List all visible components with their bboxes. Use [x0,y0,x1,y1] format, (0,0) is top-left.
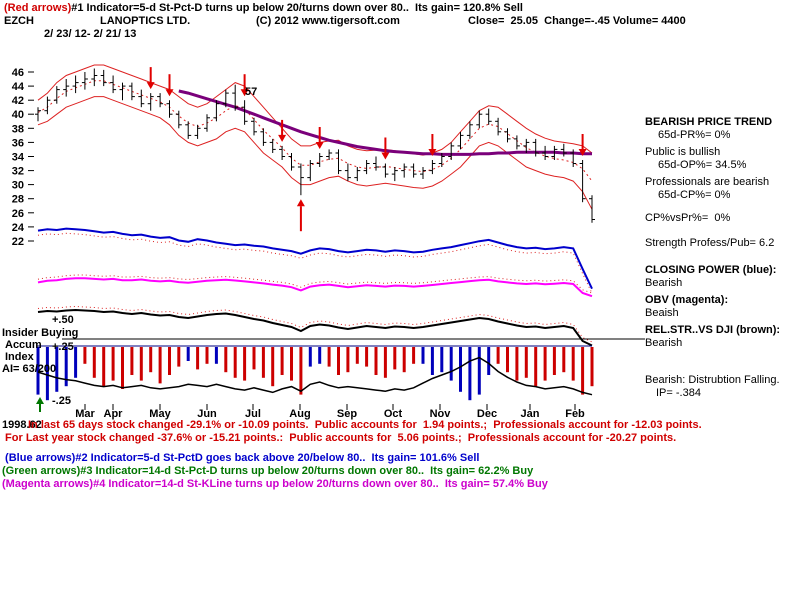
quote-summary: Close= 25.05 Change=-.45 Volume= 4400 [468,15,686,27]
svg-text:44: 44 [12,81,25,93]
svg-text:Feb: Feb [565,408,585,420]
svg-text:Aug: Aug [289,408,310,420]
minus-25-label: -.25 [52,395,71,407]
obv-line [37,274,593,298]
svg-text:May: May [149,408,171,420]
svg-text:57: 57 [245,86,257,98]
price-bars [35,68,595,223]
insider-buying-label: Insider Buying [2,327,79,339]
obv-heading: OBV (magenta): [645,294,729,306]
red-signal-arrows [146,67,587,232]
svg-text:36: 36 [12,137,24,149]
rel-str-status: Bearish [645,337,683,349]
magenta-signal-summary: (Magenta arrows)#4 Indicator=14-d St-KLi… [2,478,548,490]
plus-25-label: +.25 [52,341,74,353]
svg-text:Dec: Dec [477,408,497,420]
green-signal-summary: (Green arrows)#3 Indicator=14-d St-Pct-D… [2,465,534,477]
svg-text:Nov: Nov [430,408,452,420]
pr-65d-value: 65d-PR%= 0% [658,129,731,141]
svg-text:Jul: Jul [245,408,261,420]
red-arrows-label: (Red arrows) [4,2,72,14]
ai-value-label: AI= 63/200 [2,363,57,375]
svg-text:Jun: Jun [197,408,217,420]
footer-year-summary: For Last year stock changed -37.6% or -1… [2,432,677,444]
ip-value: IP= -.384 [656,387,701,399]
cp-65d-value: 65d-CP%= 0% [658,189,731,201]
svg-text:40: 40 [12,109,24,121]
public-sentiment: Public is bullish [645,146,721,158]
accum-histogram [36,347,594,401]
strength-ratio: Strength Profess/Pub= 6.2 [645,237,775,249]
copyright-notice: (C) 2012 www.tigersoft.com [256,15,400,27]
accum-index-line [37,356,593,396]
bearish-price-trend-heading: BEARISH PRICE TREND [645,116,773,128]
distribution-note: Bearish: Distrubtion Falling. [645,374,780,386]
y-axis-labels: 46 44 42 40 38 36 34 32 30 28 26 24 22 [12,67,34,248]
ticker-symbol: EZCH [4,15,34,27]
stock-chart-canvas: 57 46 44 42 40 38 36 34 32 30 28 26 24 22 Mar Apr May Jun… [12,64,645,420]
svg-text:Jan: Jan [521,408,540,420]
reference-lines [36,338,645,347]
chart-annotations: 57 [245,86,257,98]
svg-text:24: 24 [12,222,25,234]
svg-text:30: 30 [12,180,24,192]
svg-text:42: 42 [12,95,24,107]
month-axis-labels: Mar Apr May Jun Jul Aug Sep Oct Nov Dec Jan Feb [75,404,585,420]
red-signal-text: #1 Indicator=5-d St-Pct-D turns up below… [71,2,523,14]
plus-50-label: +.50 [52,314,74,326]
footer-65d-summary: In last 65 days stock changed -29.1% or … [28,419,702,431]
svg-text:Oct: Oct [384,408,403,420]
svg-text:46: 46 [12,67,24,79]
date-range: 2/ 23/ 12- 2/ 21/ 13 [44,28,137,40]
svg-text:22: 22 [12,236,24,248]
svg-text:34: 34 [12,152,25,164]
svg-text:28: 28 [12,194,24,206]
green-arrow [36,397,44,412]
svg-text:32: 32 [12,166,24,178]
company-name: LANOPTICS LTD. [100,15,191,27]
svg-text:38: 38 [12,123,24,135]
closing-power-line [37,227,593,294]
scale-value: 1998.62 [2,419,42,431]
index-label: Index [5,351,34,363]
professional-sentiment: Professionals are bearish [645,176,770,188]
op-65d-value: 65d-OP%= 34.5% [658,159,747,171]
price-bands [37,64,593,210]
rel-str-heading: REL.STR..VS DJI (brown): [645,324,781,336]
accum-label: Accum [5,339,42,351]
closing-power-status: Bearish [645,277,683,289]
relative-strength-line [37,305,593,347]
svg-text:Sep: Sep [337,408,357,420]
svg-text:Apr: Apr [104,408,124,420]
blue-signal-summary: (Blue arrows)#2 Indicator=5-d St-PctD go… [2,452,480,464]
red-signal-summary: (Red arrows)#1 Indicator=5-d St-Pct-D tu… [4,2,523,14]
obv-status: Beaish [645,307,679,319]
cp-vs-pr-value: CP%vsPr%= 0% [645,212,731,224]
svg-text:26: 26 [12,208,24,220]
svg-text:Mar: Mar [75,408,95,420]
closing-power-heading: CLOSING POWER (blue): [645,264,777,276]
